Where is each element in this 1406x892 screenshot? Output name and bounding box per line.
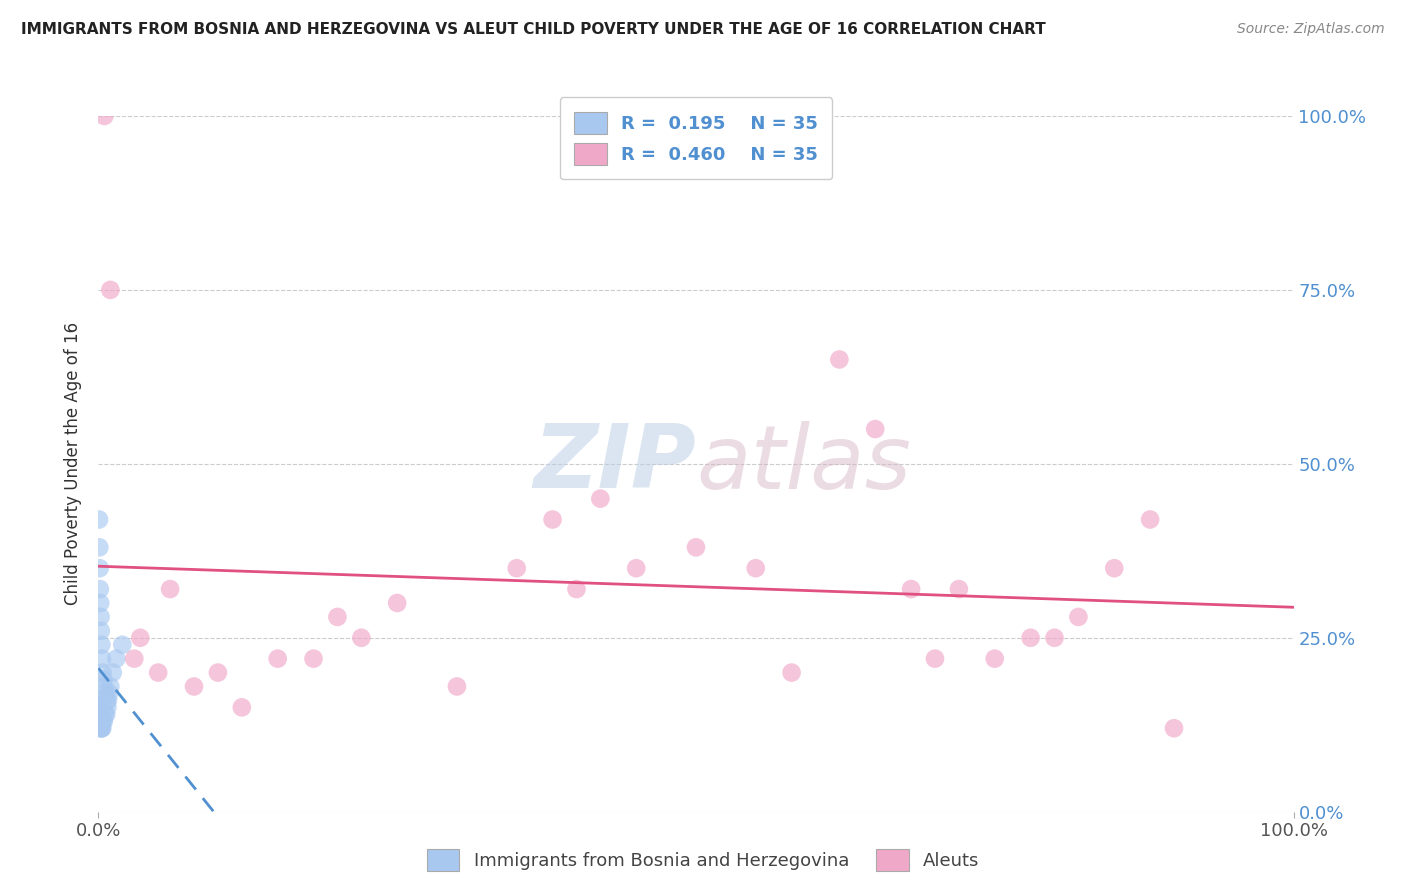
Y-axis label: Child Poverty Under the Age of 16: Child Poverty Under the Age of 16 bbox=[63, 322, 82, 606]
Point bbox=[1139, 512, 1161, 526]
Point bbox=[94, 686, 117, 700]
Point bbox=[89, 700, 111, 714]
Point bbox=[91, 721, 114, 735]
Point bbox=[98, 283, 122, 297]
Point bbox=[1163, 721, 1185, 735]
Point bbox=[745, 561, 768, 575]
Point bbox=[124, 651, 146, 665]
Point bbox=[98, 680, 122, 694]
Point bbox=[326, 610, 349, 624]
Point bbox=[96, 700, 118, 714]
Point bbox=[350, 631, 373, 645]
Point bbox=[1104, 561, 1126, 575]
Text: atlas: atlas bbox=[696, 421, 911, 507]
Text: ZIP: ZIP bbox=[533, 420, 696, 508]
Point bbox=[89, 582, 111, 596]
Point bbox=[148, 665, 170, 680]
Point bbox=[90, 610, 112, 624]
Point bbox=[446, 680, 468, 694]
Legend: R =  0.195    N = 35, R =  0.460    N = 35: R = 0.195 N = 35, R = 0.460 N = 35 bbox=[560, 97, 832, 179]
Point bbox=[948, 582, 970, 596]
Point bbox=[685, 541, 707, 555]
Point bbox=[89, 596, 111, 610]
Point bbox=[96, 693, 118, 707]
Point bbox=[159, 582, 181, 596]
Point bbox=[89, 707, 111, 722]
Point bbox=[129, 631, 152, 645]
Point bbox=[183, 680, 205, 694]
Point bbox=[865, 422, 887, 436]
Text: IMMIGRANTS FROM BOSNIA AND HERZEGOVINA VS ALEUT CHILD POVERTY UNDER THE AGE OF 1: IMMIGRANTS FROM BOSNIA AND HERZEGOVINA V… bbox=[21, 22, 1046, 37]
Point bbox=[541, 512, 564, 526]
Point bbox=[506, 561, 529, 575]
Point bbox=[97, 693, 120, 707]
Point bbox=[87, 693, 110, 707]
Point bbox=[91, 665, 114, 680]
Point bbox=[93, 714, 115, 729]
Point bbox=[565, 582, 588, 596]
Point bbox=[105, 651, 128, 665]
Point bbox=[90, 721, 112, 735]
Point bbox=[626, 561, 648, 575]
Point bbox=[1067, 610, 1090, 624]
Point bbox=[89, 700, 111, 714]
Point bbox=[207, 665, 229, 680]
Point bbox=[1043, 631, 1066, 645]
Point bbox=[90, 721, 112, 735]
Point bbox=[302, 651, 325, 665]
Point bbox=[111, 638, 134, 652]
Point bbox=[96, 707, 118, 722]
Point bbox=[91, 651, 114, 665]
Point bbox=[385, 596, 409, 610]
Point bbox=[900, 582, 922, 596]
Point bbox=[924, 651, 946, 665]
Point bbox=[89, 561, 111, 575]
Point bbox=[90, 624, 112, 638]
Point bbox=[87, 512, 110, 526]
Point bbox=[90, 721, 112, 735]
Point bbox=[267, 651, 290, 665]
Point bbox=[98, 686, 121, 700]
Point bbox=[231, 700, 253, 714]
Point bbox=[1019, 631, 1042, 645]
Point bbox=[93, 109, 115, 123]
Point bbox=[101, 665, 124, 680]
Point bbox=[89, 714, 111, 729]
Point bbox=[91, 714, 114, 729]
Point bbox=[828, 352, 851, 367]
Point bbox=[94, 707, 117, 722]
Point bbox=[780, 665, 803, 680]
Point bbox=[589, 491, 612, 506]
Legend: Immigrants from Bosnia and Herzegovina, Aleuts: Immigrants from Bosnia and Herzegovina, … bbox=[419, 842, 987, 879]
Text: Source: ZipAtlas.com: Source: ZipAtlas.com bbox=[1237, 22, 1385, 37]
Point bbox=[90, 638, 112, 652]
Point bbox=[89, 707, 111, 722]
Point bbox=[93, 680, 115, 694]
Point bbox=[89, 541, 111, 555]
Point bbox=[984, 651, 1007, 665]
Point bbox=[91, 673, 114, 687]
